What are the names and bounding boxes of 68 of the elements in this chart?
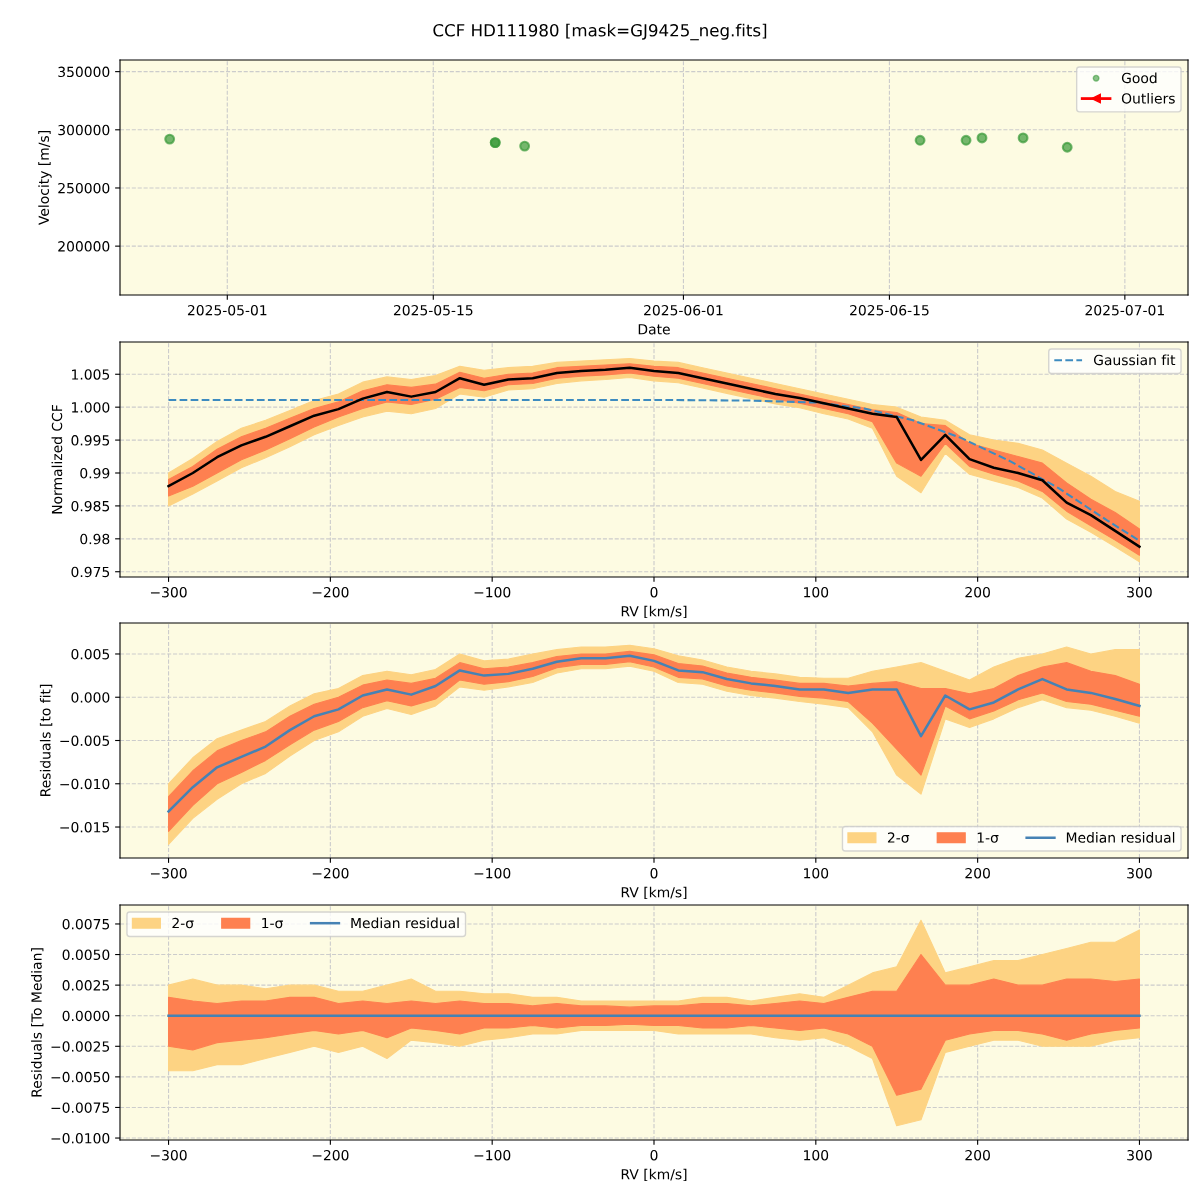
y-tick-label: −0.010	[60, 778, 110, 790]
x-tick-label: −200	[312, 586, 349, 598]
chart-title: CCF HD111980 [mask=GJ9425_neg.fits]	[433, 23, 767, 41]
x-tick-label: 0	[650, 586, 658, 598]
legend-label: Good	[1121, 72, 1157, 84]
y-tick-label: 0.0025	[62, 980, 110, 991]
y-axis-title: Velocity [m/s]	[38, 131, 52, 225]
y-tick-label: −0.0050	[51, 1071, 110, 1083]
y-axis-title: Residuals [to fit]	[39, 684, 53, 796]
x-tick-label: 2025-06-15	[850, 304, 929, 316]
y-tick-label: −0.0100	[51, 1133, 110, 1144]
x-tick-label: 200	[965, 586, 990, 598]
y-tick-label: 0.98	[80, 533, 110, 545]
y-tick-label: 0.99	[80, 467, 110, 479]
x-tick-label: 2025-07-01	[1085, 304, 1164, 316]
x-tick-label: 200	[965, 1149, 990, 1161]
legend-label: 1-σ	[977, 832, 999, 843]
x-tick-label: −300	[150, 867, 187, 879]
y-tick-label: −0.0075	[51, 1102, 110, 1113]
legend-label: Outliers	[1121, 92, 1175, 104]
y-tick-label: 0.0075	[62, 918, 110, 930]
y-tick-label: −0.005	[60, 735, 110, 746]
y-tick-label: 200000	[58, 241, 110, 252]
y-tick-label: 0.0000	[62, 1010, 110, 1022]
x-tick-label: 2025-06-01	[644, 304, 723, 316]
legend-label: Gaussian fit	[1093, 354, 1176, 366]
y-tick-label: 300000	[58, 124, 110, 136]
x-axis-title: RV [km/s]	[621, 1168, 687, 1182]
x-tick-label: −100	[474, 586, 511, 598]
legend-label: 2-σ	[172, 917, 194, 929]
x-tick-label: 200	[965, 867, 990, 879]
x-tick-label: 100	[804, 867, 829, 879]
y-tick-label: 0.995	[71, 435, 110, 446]
x-tick-label: 300	[1127, 867, 1152, 879]
x-tick-label: −100	[474, 1149, 511, 1161]
y-tick-label: 0.0050	[62, 949, 110, 961]
x-tick-label: −100	[474, 867, 511, 879]
y-tick-label: −0.0025	[51, 1041, 110, 1052]
x-tick-label: 0	[650, 1149, 658, 1161]
x-axis-title: RV [km/s]	[621, 605, 687, 619]
x-tick-label: −300	[150, 1149, 187, 1161]
y-tick-label: 350000	[58, 66, 110, 78]
legend-label: Median residual	[1066, 832, 1175, 843]
x-axis-title: Date	[638, 324, 670, 335]
x-tick-label: 100	[804, 586, 829, 598]
y-tick-label: 0.985	[71, 500, 110, 512]
legend-label: Median residual	[351, 917, 459, 929]
x-tick-label: 300	[1127, 1149, 1152, 1161]
x-tick-label: 0	[650, 867, 658, 879]
x-tick-label: 300	[1127, 586, 1152, 598]
y-axis-title: Residuals [To Median]	[31, 948, 44, 1097]
x-tick-label: 2025-05-15	[393, 304, 473, 316]
y-tick-label: −0.015	[60, 821, 110, 833]
x-tick-label: 2025-05-01	[187, 304, 267, 316]
y-axis-title: Normalized CCF	[51, 405, 63, 514]
legend-label: 1-σ	[262, 917, 283, 929]
x-tick-label: −200	[312, 867, 349, 879]
y-tick-label: 0.975	[71, 566, 110, 578]
x-tick-label: 100	[804, 1149, 829, 1161]
x-tick-label: −300	[150, 586, 187, 598]
x-tick-label: −200	[312, 1149, 349, 1161]
y-tick-label: 1.000	[72, 402, 110, 413]
y-tick-label: 0.000	[71, 692, 110, 703]
y-tick-label: 0.005	[71, 648, 110, 660]
legend-label: 2-σ	[887, 832, 910, 843]
y-tick-label: 250000	[58, 182, 110, 194]
y-tick-label: 1.005	[72, 369, 110, 380]
x-axis-title: RV [km/s]	[621, 886, 687, 900]
